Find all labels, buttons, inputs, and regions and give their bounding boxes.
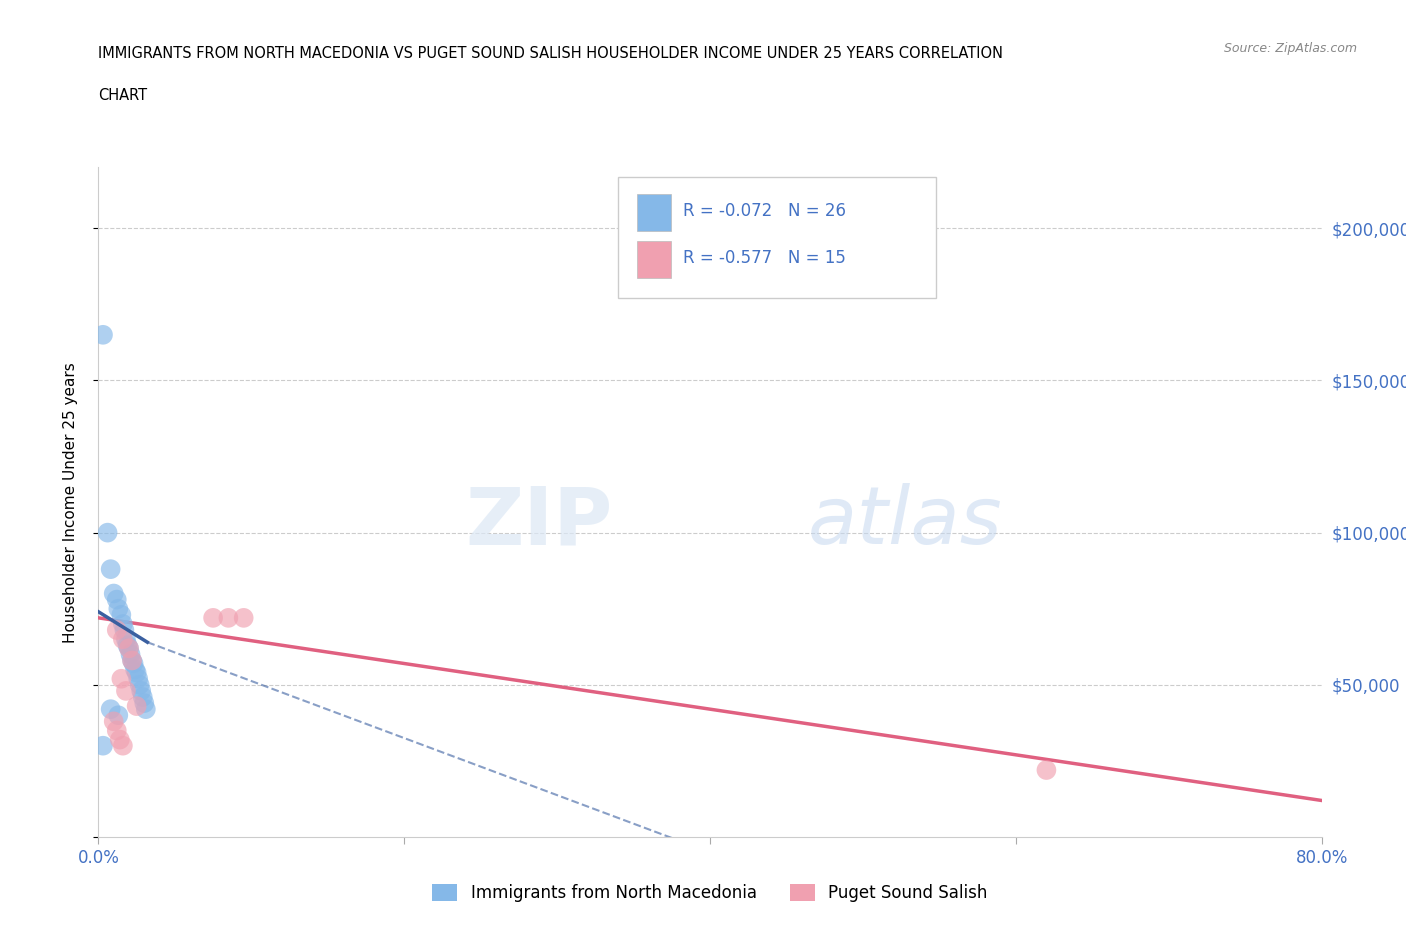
Point	[120, 647, 142, 662]
Point	[110, 607, 132, 622]
Point	[91, 738, 114, 753]
Point	[121, 653, 143, 668]
Point	[110, 671, 132, 686]
Bar	[637, 194, 671, 231]
Text: IMMIGRANTS FROM NORTH MACEDONIA VS PUGET SOUND SALISH HOUSEHOLDER INCOME UNDER 2: IMMIGRANTS FROM NORTH MACEDONIA VS PUGET…	[98, 46, 1004, 61]
Point	[111, 631, 134, 646]
Point	[128, 677, 150, 692]
Point	[111, 617, 134, 631]
Text: atlas: atlas	[808, 484, 1002, 562]
Text: ZIP: ZIP	[465, 484, 612, 562]
Point	[107, 602, 129, 617]
Point	[105, 723, 128, 737]
Point	[127, 671, 149, 686]
Point	[91, 327, 114, 342]
Point	[103, 714, 125, 729]
Point	[118, 641, 141, 656]
Point	[125, 665, 148, 680]
Point	[105, 622, 128, 637]
Point	[135, 702, 157, 717]
Point	[100, 562, 122, 577]
Text: R = -0.577   N = 15: R = -0.577 N = 15	[683, 249, 846, 267]
Text: R = -0.072   N = 26: R = -0.072 N = 26	[683, 202, 846, 219]
Point	[129, 684, 152, 698]
Point	[132, 689, 155, 704]
Y-axis label: Householder Income Under 25 years: Householder Income Under 25 years	[63, 362, 77, 643]
Point	[217, 610, 239, 625]
Point	[134, 696, 156, 711]
Point	[107, 708, 129, 723]
Point	[122, 656, 145, 671]
Point	[121, 653, 143, 668]
Point	[118, 641, 141, 656]
Point	[232, 610, 254, 625]
Point	[111, 738, 134, 753]
Point	[108, 732, 131, 747]
Point	[97, 525, 120, 540]
Point	[105, 592, 128, 607]
Point	[202, 610, 225, 625]
Text: CHART: CHART	[98, 88, 148, 103]
Point	[112, 622, 135, 637]
Text: Source: ZipAtlas.com: Source: ZipAtlas.com	[1223, 42, 1357, 55]
Point	[103, 586, 125, 601]
Point	[125, 698, 148, 713]
FancyBboxPatch shape	[619, 178, 936, 298]
Bar	[637, 241, 671, 278]
Point	[1035, 763, 1057, 777]
Point	[115, 631, 138, 646]
Legend: Immigrants from North Macedonia, Puget Sound Salish: Immigrants from North Macedonia, Puget S…	[426, 878, 994, 909]
Point	[100, 702, 122, 717]
Point	[115, 684, 138, 698]
Point	[124, 662, 146, 677]
Point	[117, 638, 139, 653]
